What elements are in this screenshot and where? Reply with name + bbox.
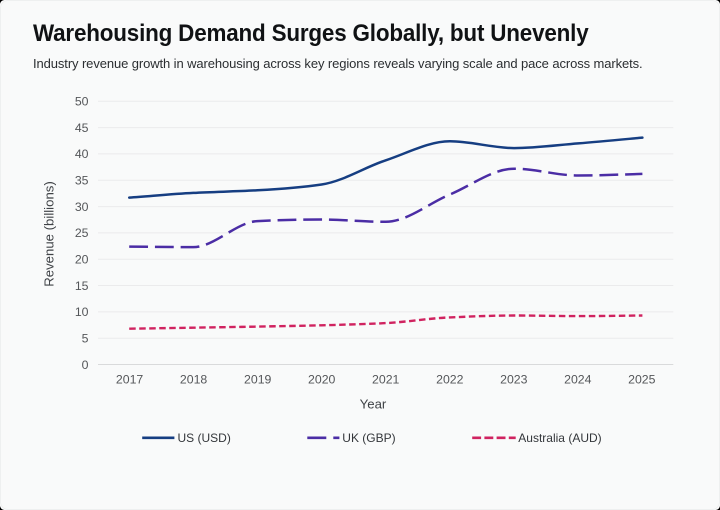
svg-text:15: 15 <box>75 279 89 293</box>
svg-text:Revenue (billions): Revenue (billions) <box>42 181 57 287</box>
svg-text:0: 0 <box>82 358 89 372</box>
svg-text:2019: 2019 <box>244 373 272 387</box>
svg-text:2022: 2022 <box>436 373 464 387</box>
svg-text:30: 30 <box>75 200 89 214</box>
svg-text:2018: 2018 <box>180 373 208 387</box>
svg-text:45: 45 <box>75 121 89 135</box>
svg-text:UK (GBP): UK (GBP) <box>342 431 395 445</box>
svg-text:2020: 2020 <box>308 373 336 387</box>
svg-text:Year: Year <box>360 397 387 412</box>
svg-text:2025: 2025 <box>628 373 656 387</box>
svg-text:25: 25 <box>75 226 89 240</box>
svg-text:2017: 2017 <box>116 373 144 387</box>
svg-text:40: 40 <box>75 147 89 161</box>
svg-text:US (USD): US (USD) <box>178 431 231 445</box>
svg-text:Australia (AUD): Australia (AUD) <box>518 431 601 445</box>
svg-text:2024: 2024 <box>564 373 592 387</box>
svg-text:2021: 2021 <box>372 373 400 387</box>
svg-text:20: 20 <box>75 253 89 267</box>
svg-text:50: 50 <box>75 95 89 109</box>
svg-text:5: 5 <box>82 332 89 346</box>
svg-text:10: 10 <box>75 305 89 319</box>
svg-text:2023: 2023 <box>500 373 528 387</box>
svg-text:35: 35 <box>75 174 89 188</box>
